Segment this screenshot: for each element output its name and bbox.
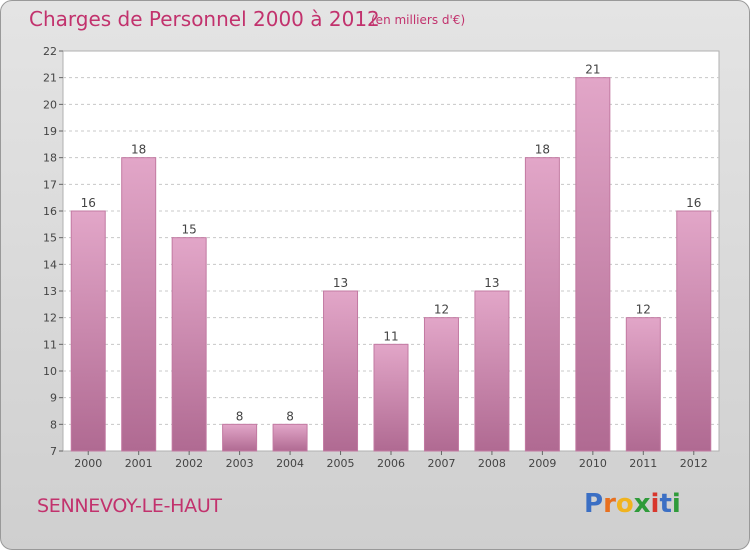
location-name: SENNEVOY-LE-HAUT: [37, 495, 222, 517]
data-label: 16: [81, 196, 96, 210]
bar-2011: [625, 317, 661, 452]
y-tick-label: 14: [43, 258, 57, 271]
x-tick-label: 2004: [276, 457, 304, 470]
y-tick-label: 20: [43, 98, 57, 111]
y-tick-label: 7: [50, 445, 57, 458]
data-label: 8: [236, 409, 244, 423]
data-label: 21: [585, 63, 600, 77]
x-tick-label: 2008: [478, 457, 506, 470]
data-label: 16: [686, 196, 701, 210]
x-tick-label: 2006: [377, 457, 405, 470]
x-tick-label: 2001: [125, 457, 153, 470]
data-label: 12: [434, 303, 449, 317]
y-tick-label: 8: [50, 418, 57, 431]
data-label: 15: [182, 223, 197, 237]
y-tick-label: 12: [43, 312, 57, 325]
x-tick-label: 2003: [226, 457, 254, 470]
data-label: 11: [383, 329, 398, 343]
data-label: 13: [484, 276, 499, 290]
logo-letter: P: [584, 489, 604, 519]
bar-2000: [70, 210, 106, 452]
x-tick-label: 2010: [579, 457, 607, 470]
bar-2008: [474, 290, 510, 452]
data-label: 8: [286, 409, 294, 423]
x-tick-label: 2012: [680, 457, 708, 470]
data-label: 18: [535, 143, 550, 157]
bar-2001: [121, 157, 157, 452]
bar-2005: [323, 290, 359, 452]
bar-2004: [272, 423, 308, 452]
x-tick-label: 2009: [528, 457, 556, 470]
x-tick-label: 2007: [427, 457, 455, 470]
y-tick-label: 9: [50, 392, 57, 405]
y-tick-label: 15: [43, 232, 57, 245]
bar-2002: [171, 237, 207, 452]
logo-letter: i: [671, 489, 681, 519]
y-tick-label: 22: [43, 45, 57, 58]
bar-2003: [222, 423, 258, 452]
chart-title: Charges de Personnel 2000 à 2012: [29, 7, 380, 31]
proxiti-logo: Proxiti: [584, 489, 681, 519]
y-tick-label: 19: [43, 125, 57, 138]
y-tick-label: 16: [43, 205, 57, 218]
logo-letter: r: [603, 489, 616, 519]
y-tick-label: 21: [43, 72, 57, 85]
logo-letter: x: [633, 489, 651, 519]
bar-2012: [676, 210, 712, 452]
y-tick-label: 17: [43, 178, 57, 191]
bar-2007: [423, 317, 459, 452]
bar-2010: [575, 77, 611, 452]
bar-2006: [373, 343, 409, 452]
logo-letter: o: [615, 489, 634, 519]
y-tick-label: 13: [43, 285, 57, 298]
bar-2009: [524, 157, 560, 452]
data-label: 18: [131, 143, 146, 157]
y-tick-label: 10: [43, 365, 57, 378]
x-tick-label: 2002: [175, 457, 203, 470]
y-tick-label: 18: [43, 152, 57, 165]
y-tick-label: 11: [43, 338, 57, 351]
logo-letter: t: [659, 489, 672, 519]
data-label: 13: [333, 276, 348, 290]
x-tick-label: 2005: [327, 457, 355, 470]
x-tick-label: 2000: [74, 457, 102, 470]
chart-subtitle: (en milliers d'€): [371, 13, 466, 27]
logo-letter: i: [650, 489, 660, 519]
data-label: 12: [636, 303, 651, 317]
x-tick-label: 2011: [629, 457, 657, 470]
